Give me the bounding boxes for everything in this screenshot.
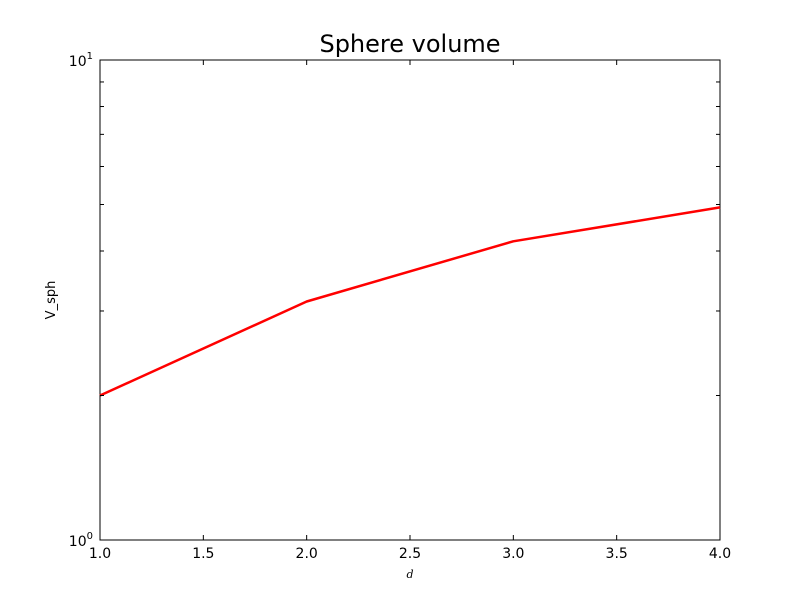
y-tick-label: 100: [69, 531, 93, 550]
y-axis-label: V_sph: [44, 281, 59, 320]
x-axis-ticks: 1.0 1.5 2.0 2.5 3.0 3.5 4.0: [89, 60, 731, 562]
y-axis-ticks: 100 101: [69, 51, 720, 550]
plot-frame: [99, 59, 721, 541]
x-tick-label: 3.5: [606, 546, 628, 562]
y-tick-label: 101: [69, 51, 93, 70]
x-tick-label: 1.0: [89, 546, 111, 562]
x-tick-label: 4.0: [709, 546, 731, 562]
x-axis-label: d: [406, 568, 413, 581]
series-layer: [99, 206, 721, 397]
x-tick-label: 1.5: [192, 546, 214, 562]
x-tick-label: 2.0: [296, 546, 318, 562]
chart-title: Sphere volume: [319, 30, 500, 58]
series-line-0: [99, 206, 721, 397]
x-tick-label: 2.5: [399, 546, 421, 562]
x-tick-label: 3.0: [502, 546, 524, 562]
plot-area: 1.0 1.5 2.0 2.5 3.0 3.5 4.0 100 101: [69, 51, 731, 562]
